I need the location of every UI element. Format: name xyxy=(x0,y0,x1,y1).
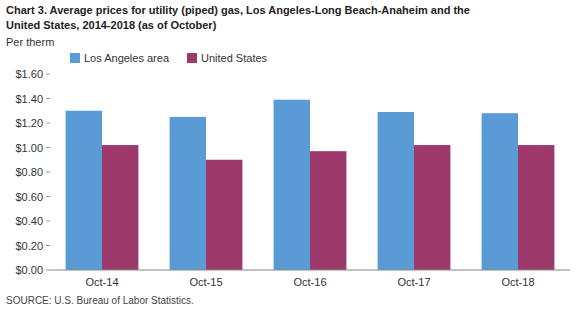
y-tick xyxy=(46,270,50,271)
y-tick xyxy=(46,245,50,246)
bar xyxy=(482,113,518,270)
bar xyxy=(102,145,138,270)
x-tick-label: Oct-18 xyxy=(501,276,534,288)
legend-label: United States xyxy=(201,52,268,64)
y-tick xyxy=(46,196,50,197)
y-tick-label: $0.40 xyxy=(15,215,43,227)
x-tick-label: Oct-15 xyxy=(189,276,222,288)
legend-label: Los Angeles area xyxy=(84,52,170,64)
bar xyxy=(66,111,102,270)
bar xyxy=(378,112,414,270)
x-tick-label: Oct-16 xyxy=(293,276,326,288)
x-axis-line xyxy=(50,270,570,271)
x-tick-label: Oct-17 xyxy=(397,276,430,288)
legend-swatch xyxy=(187,53,197,63)
y-tick-label: $0.80 xyxy=(15,166,43,178)
y-tick-label: $1.40 xyxy=(15,93,43,105)
y-tick-label: $0.20 xyxy=(15,240,43,252)
bar xyxy=(170,117,206,270)
y-tick xyxy=(46,98,50,99)
y-tick xyxy=(46,172,50,173)
y-tick-label: $0.60 xyxy=(15,191,43,203)
source-note: SOURCE: U.S. Bureau of Labor Statistics. xyxy=(6,295,194,306)
bar xyxy=(274,100,310,270)
bar xyxy=(414,145,450,270)
title: United States, 2014-2018 (as of October) xyxy=(6,19,217,31)
y-tick xyxy=(46,147,50,148)
y-tick-label: $0.00 xyxy=(15,264,43,276)
bar xyxy=(518,145,554,270)
y-tick xyxy=(46,123,50,124)
x-tick-label: Oct-14 xyxy=(85,276,118,288)
y-axis-label: Per therm xyxy=(6,36,54,48)
legend: Los Angeles area United States xyxy=(70,52,268,64)
y-tick-label: $1.20 xyxy=(15,117,43,129)
title: Chart 3. Average prices for utility (pip… xyxy=(6,4,470,16)
bar xyxy=(310,151,346,270)
y-tick-label: $1.60 xyxy=(15,68,43,80)
legend-swatch xyxy=(70,53,80,63)
chart: Chart 3. Average prices for utility (pip… xyxy=(0,0,579,310)
y-tick xyxy=(46,221,50,222)
bar xyxy=(206,160,242,270)
y-tick-label: $1.00 xyxy=(15,142,43,154)
bars xyxy=(66,100,555,270)
y-tick xyxy=(46,74,50,75)
